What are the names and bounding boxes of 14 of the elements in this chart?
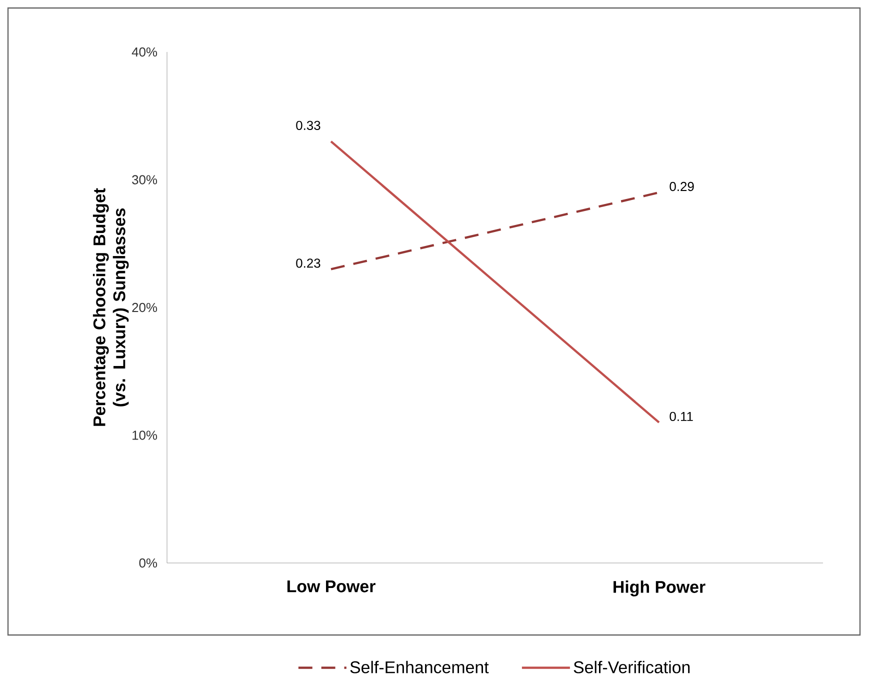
y-axis-title: Percentage Choosing Budget (vs. Luxury) Sunglasses xyxy=(92,188,129,426)
y-tick-label: 0% xyxy=(139,558,158,568)
data-label: 0.29 xyxy=(670,182,694,192)
data-label: 0.23 xyxy=(296,258,320,268)
y-tick-label: 40% xyxy=(132,47,158,57)
legend-label: Self-Verification xyxy=(574,660,690,674)
x-tick-label: High Power xyxy=(614,580,706,596)
y-tick-label: 20% xyxy=(132,302,158,312)
data-label: 0.33 xyxy=(296,120,320,130)
legend-label: Self-Enhancement xyxy=(350,660,489,674)
data-label: 0.11 xyxy=(670,412,693,422)
y-tick-label: 10% xyxy=(132,430,158,440)
x-tick-label: Low Power xyxy=(287,580,376,592)
y-tick-label: 30% xyxy=(132,175,158,184)
